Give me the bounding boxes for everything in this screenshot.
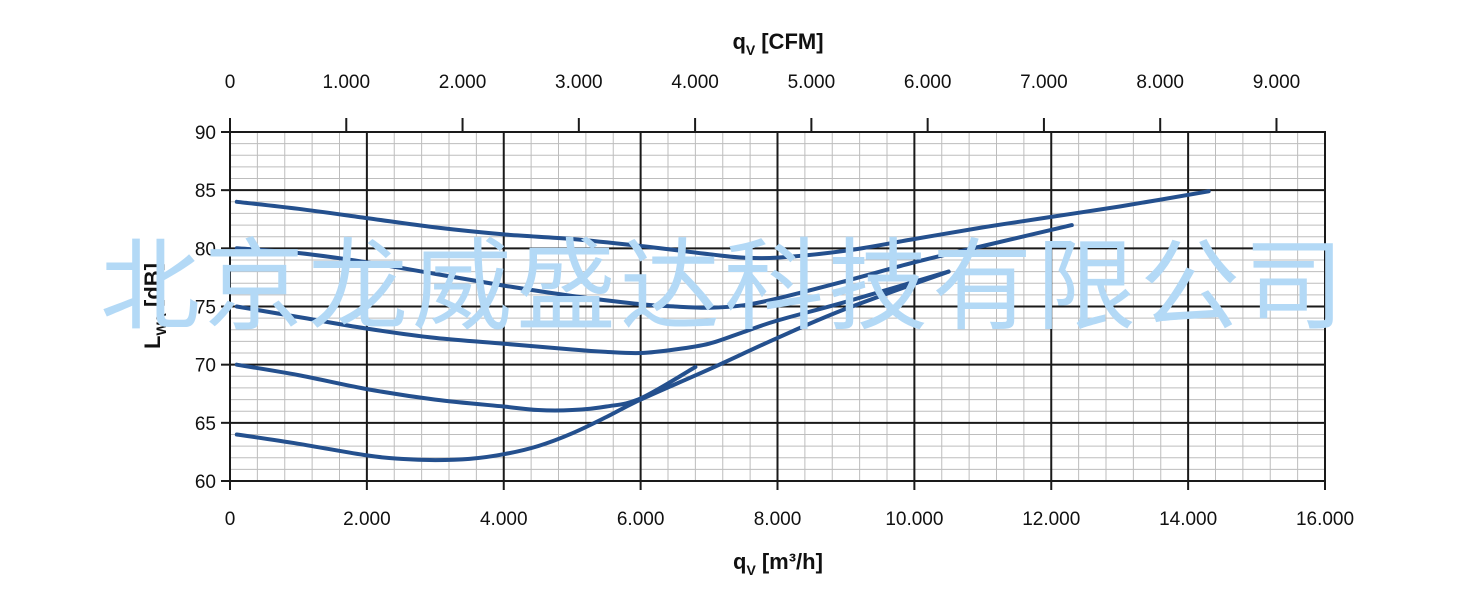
x2-tick-label: 5.000: [788, 72, 836, 93]
y-axis-title-sub: WA: [153, 313, 169, 336]
y-tick-label: 80: [195, 239, 216, 260]
x2-axis-title-unit: [CFM]: [761, 29, 823, 54]
x-tick-label: 8.000: [754, 509, 802, 530]
x2-tick-label: 2.000: [439, 72, 487, 93]
x-tick-label: 4.000: [480, 509, 528, 530]
sound-power-curve-1: [234, 189, 1211, 261]
x2-tick-label: 9.000: [1253, 72, 1301, 93]
x-tick-label: 16.000: [1296, 509, 1354, 530]
x2-ticks: [229, 118, 1278, 132]
x-axis-title-sub: V: [747, 562, 757, 578]
x-tick-label: 14.000: [1159, 509, 1217, 530]
x2-tick-label: 7.000: [1020, 72, 1068, 93]
x-tick-label: 6.000: [617, 509, 665, 530]
x-ticks: [229, 481, 1326, 490]
x-tick-label: 2.000: [343, 509, 391, 530]
sound-power-curve-4: [234, 362, 698, 413]
x2-tick-label: 0: [225, 72, 236, 93]
y-tick-label: 60: [195, 472, 216, 493]
x2-axis-title-main: q: [732, 29, 745, 54]
y-ticks: [221, 131, 230, 482]
y-axis-title-unit: [dB]: [140, 263, 165, 307]
x2-tick-label: 6.000: [904, 72, 952, 93]
x-tick-label: 12.000: [1022, 509, 1080, 530]
x-axis-title: qV [m³/h]: [733, 549, 823, 578]
x2-tick-labels: 0 1.000 2.000 3.000 4.000 5.000 6.000 7.000 8.00…: [225, 72, 1301, 93]
sound-power-curve-3: [234, 269, 951, 356]
x2-tick-label: 4.000: [671, 72, 719, 93]
y-tick-label: 70: [195, 356, 216, 377]
y-axis-title-main: L: [140, 336, 165, 349]
sound-power-curve-5: [234, 269, 951, 463]
curves: [234, 189, 1211, 463]
y-tick-label: 85: [195, 181, 216, 202]
y-tick-label: 75: [195, 298, 216, 319]
y-axis-title: LWA [dB]: [140, 263, 169, 349]
x2-tick-label: 3.000: [555, 72, 603, 93]
x2-axis-title: qV [CFM]: [732, 29, 823, 58]
y-tick-label: 90: [195, 123, 216, 144]
x2-tick-label: 8.000: [1136, 72, 1184, 93]
x-axis-title-unit: [m³/h]: [762, 549, 823, 574]
y-tick-labels: 60 65 70 75 80 85 90: [195, 123, 216, 493]
x-tick-labels: 0 2.000 4.000 6.000 8.000 10.000 12.000 14.000 1…: [225, 509, 1354, 530]
sound-power-curve-2: [234, 223, 1074, 310]
x2-axis-title-sub: V: [746, 42, 756, 58]
x-axis-title-main: q: [733, 549, 746, 574]
x2-tick-label: 1.000: [323, 72, 371, 93]
x-tick-label: 0: [225, 509, 236, 530]
x-tick-label: 10.000: [885, 509, 943, 530]
y-tick-label: 65: [195, 414, 216, 435]
